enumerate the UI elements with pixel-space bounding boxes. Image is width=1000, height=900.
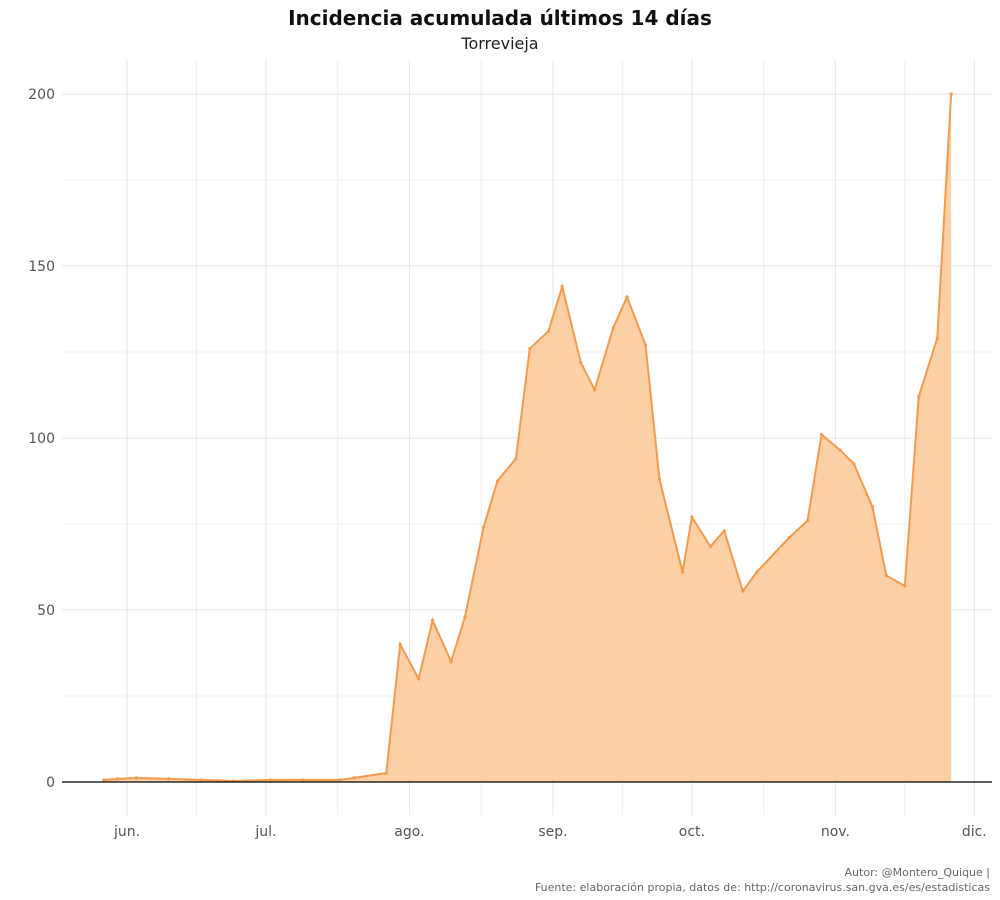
data-point [338, 778, 342, 782]
data-point [579, 360, 583, 364]
data-point [495, 479, 499, 483]
data-point [102, 778, 106, 782]
data-point [398, 642, 402, 647]
data-point [199, 778, 203, 782]
data-point [268, 778, 273, 782]
x-tick-label: ago. [394, 824, 424, 840]
chart-title: Incidencia acumulada últimos 14 días [288, 6, 712, 30]
x-tick-label: nov. [821, 824, 850, 840]
data-point [852, 462, 856, 466]
data-point [903, 584, 907, 588]
data-point [167, 777, 171, 781]
x-tick-label: oct. [679, 824, 705, 840]
data-point [430, 618, 435, 622]
data-point [463, 615, 467, 619]
data-point [417, 677, 421, 681]
y-tick-label: 100 [28, 431, 55, 447]
data-point [708, 544, 712, 548]
data-point [134, 776, 138, 780]
data-point [449, 660, 453, 664]
data-point [690, 515, 694, 519]
data-point [681, 570, 685, 574]
data-point [884, 574, 888, 578]
y-tick-label: 50 [37, 603, 55, 619]
chart-subtitle: Torrevieja [461, 34, 539, 53]
data-point [755, 570, 759, 574]
data-point [949, 92, 953, 96]
x-tick-label: dic. [962, 824, 987, 840]
y-tick-label: 200 [28, 87, 55, 103]
data-point [528, 346, 532, 351]
data-point [384, 771, 388, 775]
data-point [625, 295, 629, 299]
data-point [935, 336, 939, 340]
data-point [819, 432, 824, 437]
x-tick-label: sep. [538, 824, 567, 840]
data-point [560, 285, 564, 289]
data-point [301, 778, 305, 782]
data-point [917, 395, 921, 399]
caption-source: Fuente: elaboración propia, datos de: ht… [534, 881, 990, 894]
data-point [611, 326, 615, 330]
data-point [352, 776, 356, 780]
y-tick-label: 150 [28, 259, 55, 275]
data-point [787, 536, 791, 540]
data-point [806, 518, 810, 523]
y-tick-label: 0 [46, 775, 55, 791]
data-point [116, 777, 120, 781]
data-point [657, 477, 662, 481]
data-point [481, 525, 486, 530]
x-tick-label: jul. [254, 824, 276, 840]
data-point [546, 329, 550, 333]
data-point [838, 448, 842, 452]
caption-author: Autor: @Montero_Quique | [844, 866, 990, 879]
data-point [593, 388, 597, 392]
x-tick-label: jun. [113, 824, 140, 840]
data-point [741, 589, 745, 593]
data-point [722, 529, 726, 533]
data-point [870, 505, 875, 509]
data-point [643, 343, 648, 347]
area-fill [103, 94, 952, 782]
data-point [514, 457, 518, 461]
